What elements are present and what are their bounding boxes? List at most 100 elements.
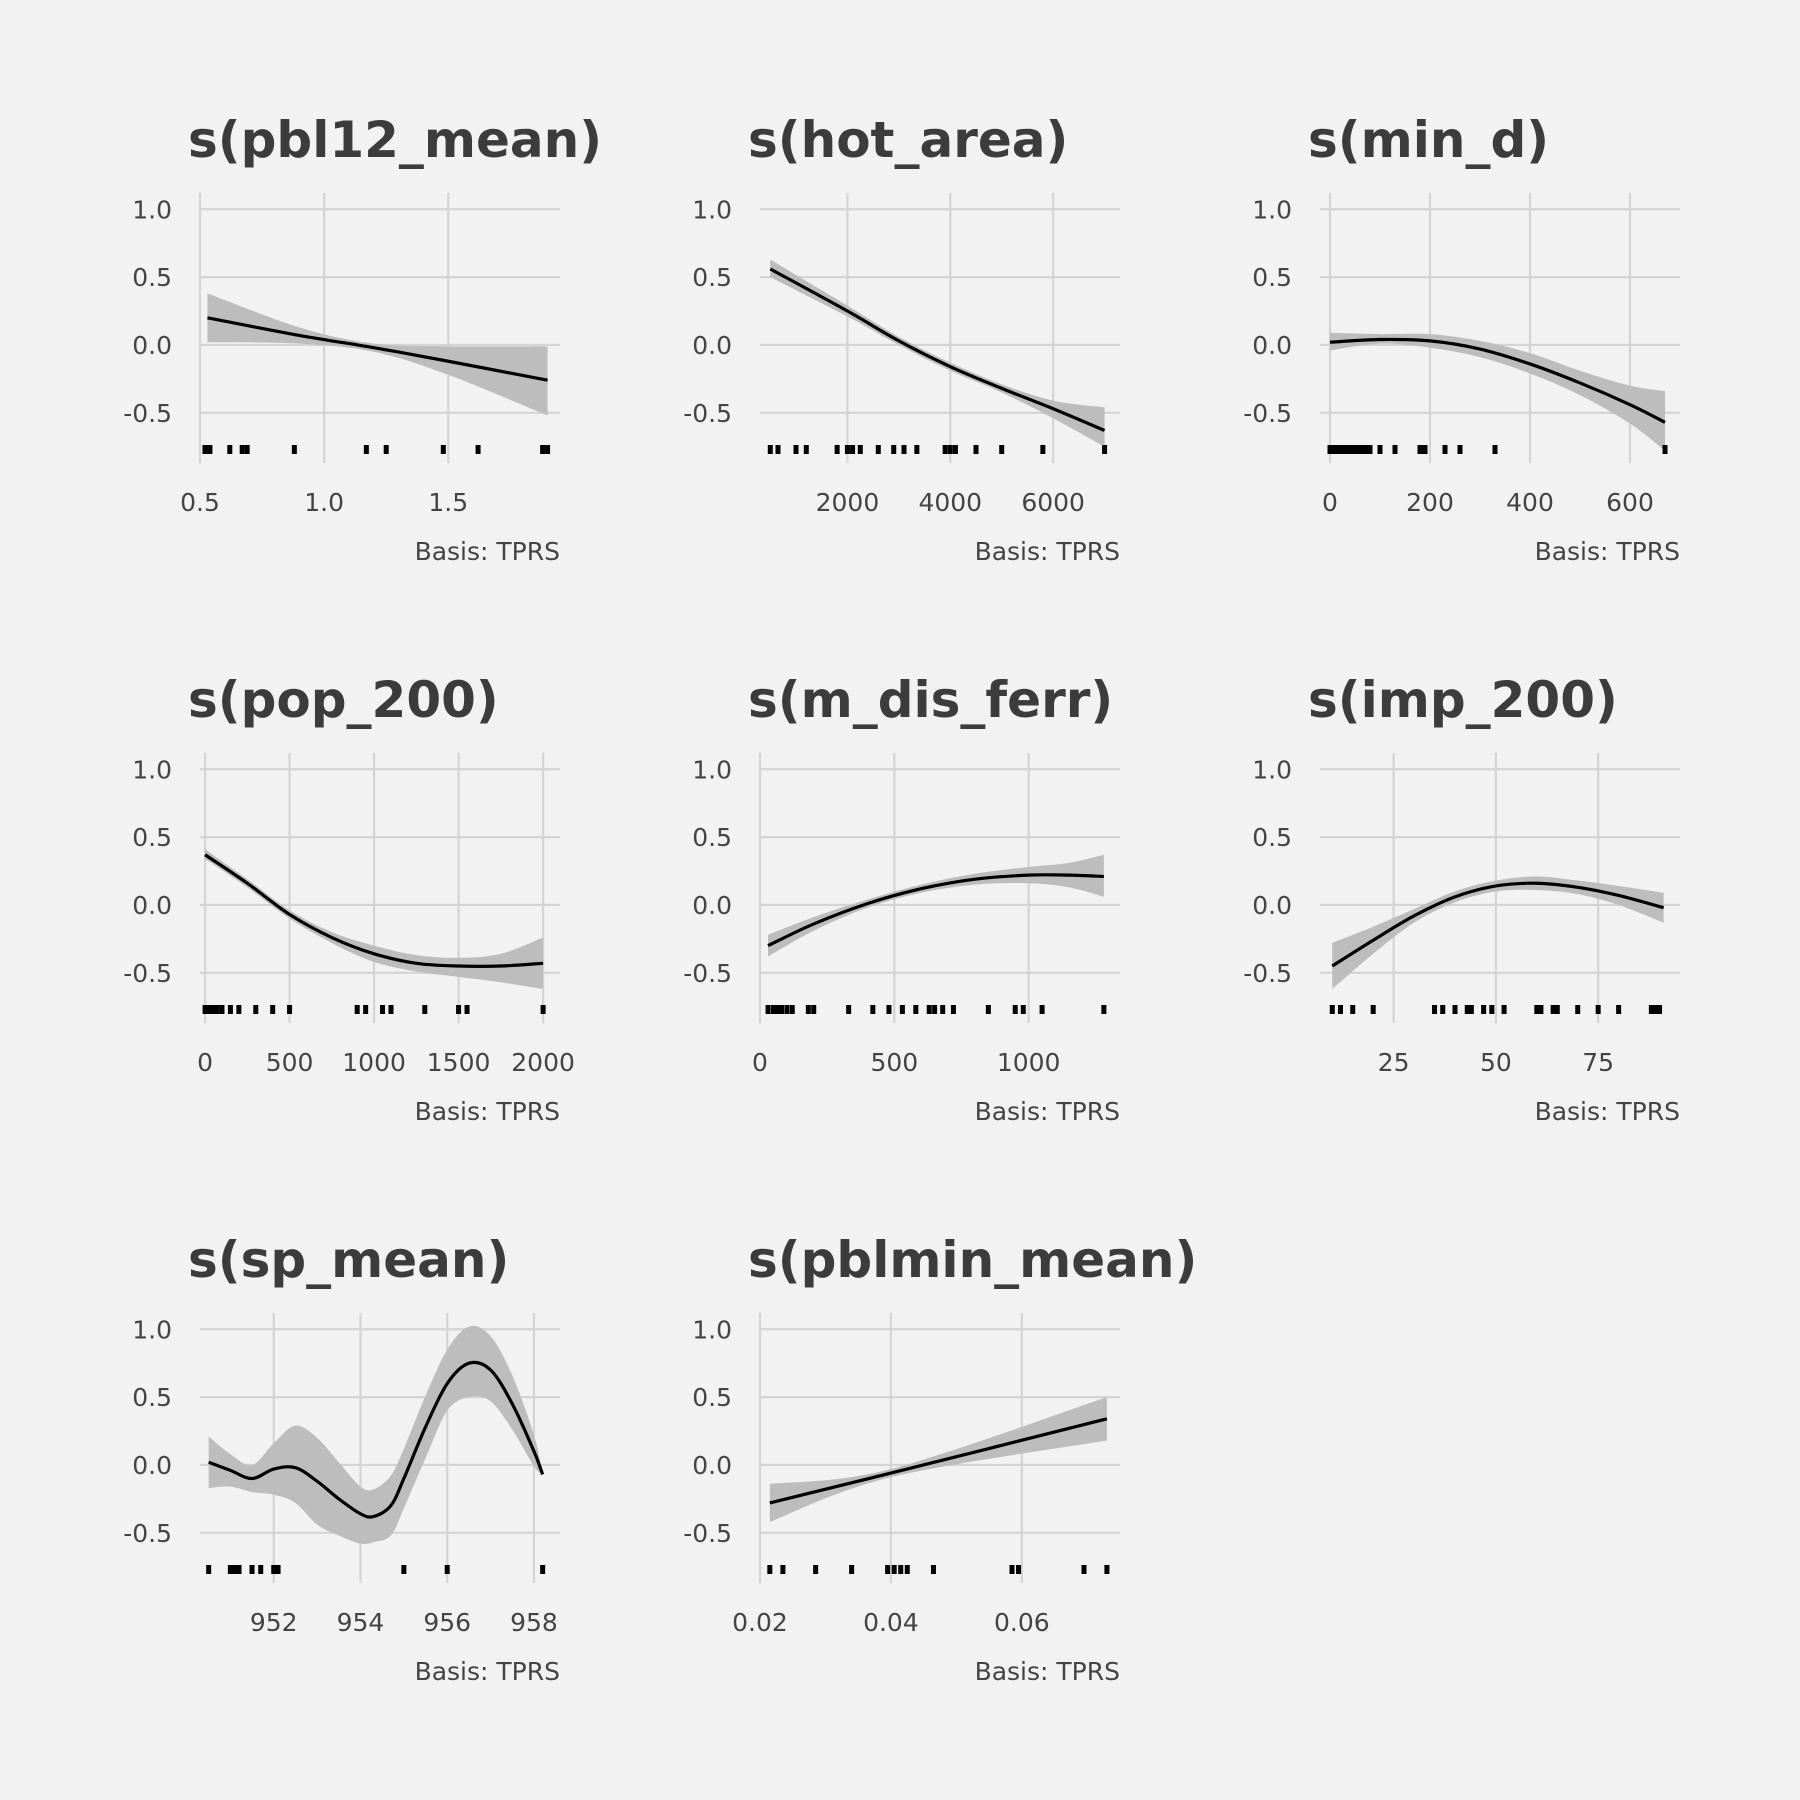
y-tick-label: -0.5 [683,399,732,428]
x-tick-label: 956 [423,1608,471,1637]
rug-tick [1342,445,1348,454]
rug-tick [885,1565,891,1574]
rug-tick [952,445,958,454]
rug-tick [380,1005,386,1014]
rug-tick [940,1005,946,1014]
smooth-curve [207,316,548,382]
rug-tick [244,445,250,454]
rug-tick [236,1565,242,1574]
smooth-curve [769,1417,1108,1505]
rug-tick [1648,1005,1654,1014]
x-tick-label: 500 [870,1048,918,1077]
rug-tick [1370,1005,1376,1014]
rug-tick [932,1005,938,1014]
rug-tick [475,445,481,454]
smooth-panel: s(min_d) 1.0 0.5 0.0 -0.5 0 200 400 600 Basis: TP… [1243,111,1680,566]
y-tick-label: 1.0 [692,195,732,224]
y-tick-label: 1.0 [132,1315,172,1344]
rug-tick [773,1005,779,1014]
x-tick-label: 958 [510,1608,558,1637]
rug-tick [1538,1005,1544,1014]
smooth-panel: s(imp_200) 1.0 0.5 0.0 -0.5 25 50 75 Basis: TPRS [1243,671,1680,1126]
x-tick-label: 1000 [342,1048,406,1077]
smooth-panel: s(hot_area) 1.0 0.5 0.0 -0.5 2000 4000 6000 Basi… [683,111,1120,566]
rug-tick [1575,1005,1581,1014]
rug-tick [202,445,208,454]
x-tick-label: 400 [1506,488,1554,517]
rug-tick [1432,1005,1438,1014]
basis-caption: Basis: TPRS [415,1657,560,1686]
rug-tick [1012,1005,1018,1014]
rug-tick [886,1005,892,1014]
rug-tick [1492,445,1498,454]
panel-title: s(pop_200) [188,671,499,729]
rug-tick [870,1005,876,1014]
y-tick-label: 0.5 [132,823,172,852]
x-tick-label: 0.5 [180,488,220,517]
rug-tick [767,1565,773,1574]
rug-tick [1357,445,1363,454]
y-tick-label: -0.5 [123,959,172,988]
rug-tick [202,1005,208,1014]
rug-tick [227,445,233,454]
rug-tick [999,445,1005,454]
rug-tick [850,445,856,454]
rug-tick [1550,1005,1556,1014]
rug-tick [227,1565,233,1574]
rug-tick [1481,1005,1487,1014]
rug-tick [456,1005,462,1014]
x-tick-label: 0.06 [994,1608,1050,1637]
y-tick-label: 1.0 [692,1315,732,1344]
rug-tick [363,445,369,454]
rug-tick [236,1005,242,1014]
y-tick-label: 1.0 [132,755,172,784]
rug-tick [444,1565,450,1574]
rug-tick [401,1565,407,1574]
rug-tick [1347,445,1353,454]
rug-tick [1352,445,1358,454]
rug-tick [232,1565,238,1574]
rug-tick [914,445,920,454]
y-tick-label: 0.0 [132,331,172,360]
rug-tick [813,1565,819,1574]
rug-tick [207,1005,213,1014]
x-tick-label: 1.0 [304,488,344,517]
rug-tick [1440,1005,1446,1014]
rug-tick [913,1005,919,1014]
rug-tick [1554,1005,1560,1014]
rug-tick [287,1005,293,1014]
rug-tick [206,1565,212,1574]
x-tick-label: 4000 [918,488,982,517]
confidence-band [208,1325,543,1545]
rug-tick [258,1565,264,1574]
rug-tick [844,445,850,454]
rug-tick [765,1005,771,1014]
y-tick-label: 0.5 [1252,263,1292,292]
rug-tick [440,445,446,454]
basis-caption: Basis: TPRS [415,1097,560,1126]
rug-tick [291,445,297,454]
y-tick-label: -0.5 [1243,399,1292,428]
rug-tick [899,1005,905,1014]
y-tick-label: 0.0 [692,891,732,920]
rug-tick [1534,1005,1540,1014]
x-tick-label: 1000 [997,1048,1061,1077]
smooth-curve [769,267,1106,432]
rug-tick [205,1005,211,1014]
panel-title: s(pblmin_mean) [748,1231,1197,1289]
rug-tick [275,1565,281,1574]
x-tick-label: 200 [1406,488,1454,517]
rug-tick [904,1565,910,1574]
panel-title: s(min_d) [1308,111,1549,169]
y-tick-label: 1.0 [1252,755,1292,784]
x-tick-label: 2000 [816,488,880,517]
x-tick-label: 952 [250,1608,298,1637]
x-tick-label: 1500 [427,1048,491,1077]
x-tick-label: 600 [1606,488,1654,517]
confidence-band [769,1397,1107,1522]
smooth-panel: s(pop_200) 1.0 0.5 0.0 -0.5 0 500 1000 1500 2000 B… [123,671,575,1126]
rug-tick [1501,1005,1507,1014]
panel-title: s(pbl12_mean) [188,111,602,169]
x-tick-label: 954 [337,1608,385,1637]
